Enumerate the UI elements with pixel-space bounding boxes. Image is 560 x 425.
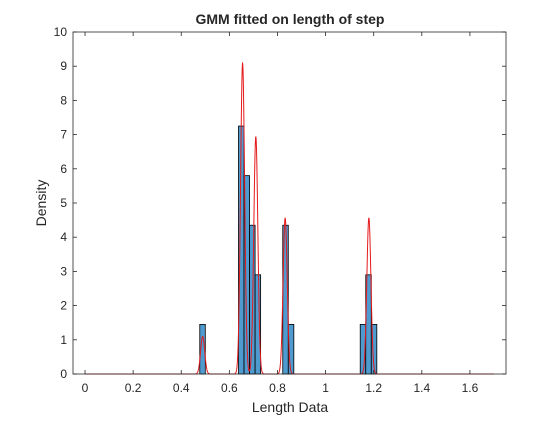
y-tick-label: 6 [60,162,67,176]
y-tick-label: 9 [60,59,67,73]
y-tick-label: 8 [60,93,67,107]
plot-area [73,32,506,374]
x-tick-label: 1.4 [413,381,430,395]
y-tick-label: 5 [60,196,67,210]
y-tick-label: 7 [60,128,67,142]
y-tick-label: 3 [60,264,67,278]
y-tick-label: 4 [60,230,67,244]
x-tick-label: 0.8 [269,381,286,395]
x-tick-label: 1 [322,381,329,395]
x-tick-label: 0 [82,381,89,395]
x-axis-label: Length Data [252,399,328,415]
x-axis-ticks: 0 0.2 0.4 0.6 0.8 1 1.2 1.4 1.6 [82,32,479,395]
x-tick-label: 1.6 [462,381,479,395]
x-tick-label: 0.6 [221,381,238,395]
y-axis-ticks: 0 1 2 3 4 5 6 7 8 9 10 [54,25,506,381]
y-tick-label: 10 [54,25,68,39]
x-tick-label: 1.2 [365,381,382,395]
y-axis-label: Density [33,180,49,227]
y-tick-label: 1 [60,333,67,347]
chart-title: GMM fitted on length of step [196,11,385,27]
x-tick-label: 0.2 [125,381,142,395]
x-tick-label: 0.4 [173,381,190,395]
y-tick-label: 0 [60,367,67,381]
y-tick-label: 2 [60,299,67,313]
